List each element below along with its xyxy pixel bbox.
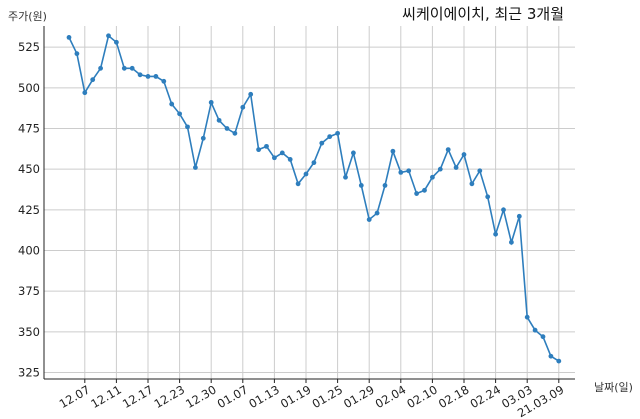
data-point (256, 147, 261, 153)
data-point (279, 150, 285, 156)
x-tick-label: 12.11 (88, 382, 124, 411)
data-point (232, 130, 238, 136)
data-point (532, 327, 538, 333)
data-point (335, 130, 340, 136)
y-tick-label: 375 (18, 284, 40, 298)
data-point (540, 334, 546, 340)
data-point (177, 111, 183, 117)
data-point (390, 148, 396, 154)
data-point (240, 104, 246, 110)
y-tick-label: 475 (18, 121, 40, 135)
data-point (406, 168, 412, 174)
data-point (74, 51, 80, 57)
x-tick-label: 02.10 (404, 382, 440, 411)
y-tick-label: 525 (18, 40, 40, 54)
data-point (90, 77, 96, 83)
data-point (358, 183, 364, 188)
data-point (200, 135, 206, 141)
x-tick-label: 01.29 (341, 382, 377, 411)
data-point (114, 39, 119, 45)
data-point (343, 174, 348, 180)
y-tick-label: 450 (18, 162, 40, 176)
data-point (422, 187, 427, 193)
data-point (161, 78, 167, 84)
data-point (414, 191, 419, 196)
y-tick-label: 400 (18, 243, 40, 257)
data-point (477, 168, 483, 174)
x-tick-label: 01.25 (310, 382, 346, 411)
data-point (351, 150, 356, 156)
data-point (548, 353, 554, 359)
y-axis-label: 주가(원) (8, 10, 47, 23)
data-point (430, 174, 435, 180)
x-tick-label: 01.13 (246, 382, 282, 411)
data-point (106, 33, 111, 39)
chart-title: 씨케이에이치, 최근 3개월 (402, 5, 564, 23)
axes (43, 26, 575, 383)
data-point (524, 314, 530, 320)
data-point (445, 147, 451, 153)
data-point (516, 213, 522, 219)
x-tick-label: 02.18 (436, 382, 472, 411)
data-point (453, 165, 459, 170)
x-tick-label: 01.07 (215, 382, 251, 411)
data-point (193, 165, 198, 170)
data-point (485, 194, 491, 200)
data-point (264, 143, 269, 149)
x-tick-label: 01.19 (278, 382, 314, 411)
data-point (295, 181, 301, 187)
grid (44, 26, 575, 379)
data-point (469, 181, 475, 187)
data-point (66, 34, 72, 40)
data-point (461, 152, 467, 157)
data-point (493, 231, 498, 237)
y-tick-label: 350 (18, 325, 40, 339)
data-point (82, 90, 88, 96)
y-tick-label: 425 (18, 203, 40, 217)
data-point (382, 183, 388, 188)
data-point (208, 100, 214, 105)
x-tick-label: 12.07 (57, 382, 93, 411)
data-point (145, 74, 151, 79)
data-point (272, 155, 277, 161)
x-tick-label: 12.23 (152, 382, 188, 411)
data-point (224, 126, 230, 131)
data-point (509, 239, 514, 245)
data-point (556, 358, 562, 364)
x-axis-label: 날짜(일) (594, 380, 633, 394)
series-line (68, 34, 560, 362)
data-point (327, 134, 333, 140)
data-point (366, 217, 372, 222)
x-tick-label: 02.04 (373, 382, 409, 411)
data-point (248, 91, 254, 97)
data-point (98, 65, 103, 71)
data-point (287, 156, 293, 162)
x-tick-label: 12.30 (183, 382, 219, 411)
data-point (153, 74, 159, 79)
data-point (169, 101, 175, 107)
data-point (319, 140, 325, 146)
data-point (437, 166, 443, 172)
data-point (137, 72, 143, 78)
data-point (129, 65, 135, 71)
data-point (216, 117, 222, 123)
series (66, 33, 562, 364)
x-tick-label: 02.24 (468, 382, 504, 411)
x-tick-label: 12.17 (120, 382, 156, 411)
data-point (398, 170, 404, 175)
data-point (501, 207, 506, 213)
x-tick-labels: 12.0712.1112.1712.2312.3001.0701.1301.19… (57, 382, 567, 419)
y-tick-label: 500 (18, 81, 40, 95)
data-point (311, 160, 317, 166)
data-point (121, 65, 127, 71)
y-tick-labels: 325 350 375 400 425 450 475 500 525 (18, 40, 40, 379)
y-tick-label: 325 (18, 365, 40, 379)
data-point (185, 124, 190, 130)
data-point (303, 171, 309, 177)
data-point (374, 210, 380, 216)
